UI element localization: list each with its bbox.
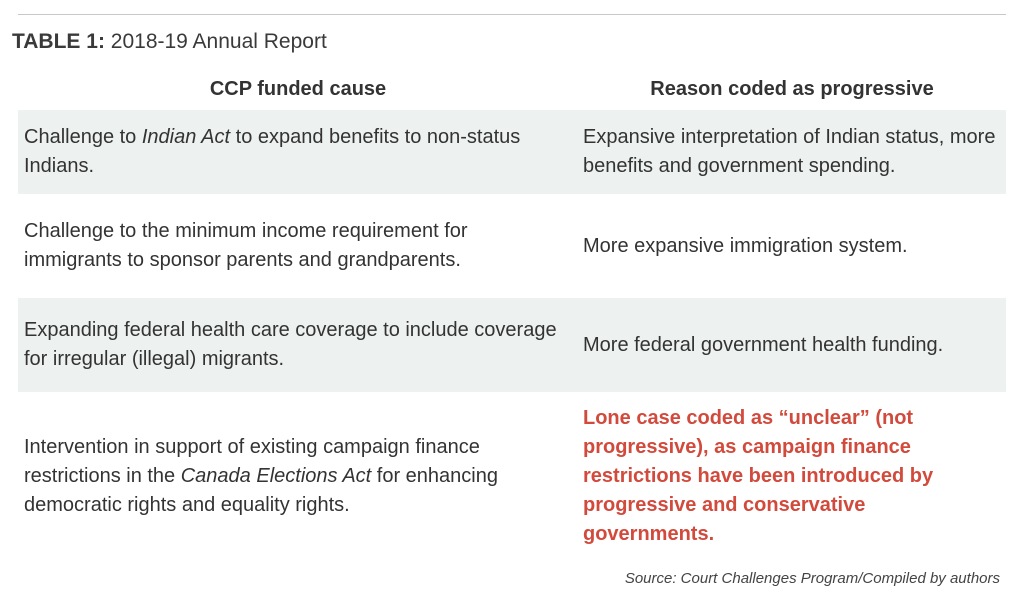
- table-row: Challenge to the minimum income requirem…: [18, 194, 1006, 298]
- table-number-label: TABLE 1:: [12, 30, 105, 53]
- header-reason-coded: Reason coded as progressive: [650, 77, 934, 100]
- reason-cell-highlight: Lone case coded as “unclear” (not progre…: [583, 406, 934, 545]
- table-title: TABLE 1: 2018-19 Annual Report: [12, 30, 327, 54]
- cause-cell: Intervention in support of existing camp…: [18, 433, 578, 520]
- cause-cell: Expanding federal health care coverage t…: [18, 316, 578, 374]
- cause-text: Challenge to: [24, 126, 142, 148]
- reason-cell: More federal government health funding.: [583, 333, 944, 356]
- cause-text: Expanding federal health care coverage t…: [24, 319, 557, 370]
- table-row: Challenge to Indian Act to expand benefi…: [18, 110, 1006, 194]
- table-title-text: 2018-19 Annual Report: [110, 30, 327, 53]
- top-rule: [18, 14, 1006, 15]
- cause-emphasis: Canada Elections Act: [180, 464, 372, 487]
- cause-text-end: to expand benefits to non-status Indians…: [24, 126, 521, 177]
- reason-cell: More expansive immigration system.: [583, 234, 908, 257]
- cause-cell: Challenge to Indian Act to expand benefi…: [18, 123, 578, 181]
- source-note: Source: Court Challenges Program/Compile…: [624, 570, 1000, 587]
- cause-emphasis: Indian Act: [141, 126, 231, 148]
- cause-cell: Challenge to the minimum income requirem…: [18, 217, 578, 275]
- cause-text-end: for enhancing democratic rights and equa…: [24, 464, 498, 516]
- cause-text: Intervention in support of existing camp…: [24, 435, 480, 487]
- cause-text: Challenge to the minimum income requirem…: [24, 220, 468, 271]
- header-ccp-funded-cause: CCP funded cause: [209, 77, 387, 100]
- reason-cell: Expansive interpretation of Indian statu…: [583, 126, 996, 177]
- table-row: Intervention in support of existing camp…: [18, 392, 1006, 560]
- table-row: Expanding federal health care coverage t…: [18, 298, 1006, 392]
- table-header-row: CCP funded cause Reason coded as progres…: [18, 68, 1006, 110]
- data-table: CCP funded cause Reason coded as progres…: [18, 68, 1006, 560]
